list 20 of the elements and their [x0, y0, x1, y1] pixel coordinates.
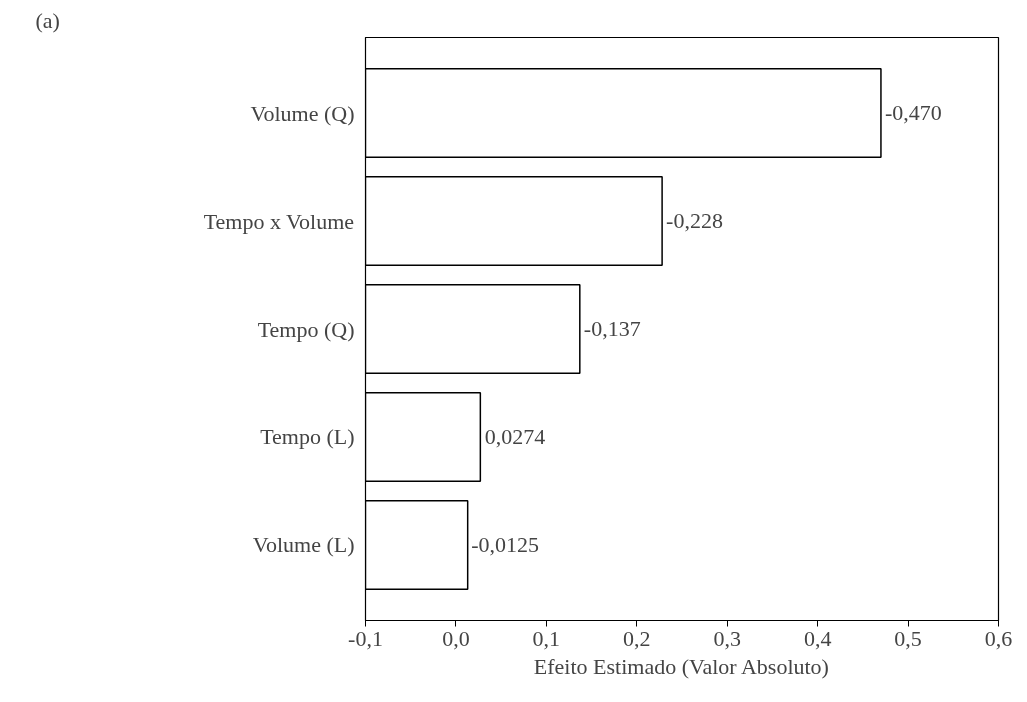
annotation: -0,137 — [583, 316, 641, 341]
y-tick-label: Tempo (Q) — [257, 316, 355, 342]
x-tick-label: -0,1 — [348, 625, 383, 651]
x-tick-label: 0,4 — [803, 625, 832, 651]
x-tick-label: 0,2 — [623, 625, 651, 651]
x-tick-label: 0,1 — [532, 625, 561, 651]
y-tick-label: Tempo (L) — [260, 424, 355, 450]
x-tick-label: 0,0 — [442, 625, 470, 651]
y-tick-label: Volume (Q) — [250, 100, 355, 126]
annotation: -0,228 — [666, 208, 723, 234]
annotation: -0,470 — [884, 100, 942, 126]
annotation: -0,0125 — [471, 531, 540, 557]
y-tick-label: Tempo x Volume — [203, 208, 355, 234]
y-tick-label: Volume (L) — [252, 532, 355, 558]
x-tick-label: 0,6 — [984, 625, 1013, 651]
x-axis-title: Efeito Estimado (Valor Absoluto) — [533, 653, 829, 679]
text: (a) — [35, 7, 60, 33]
x-tick-label: 0,5 — [894, 625, 922, 651]
annotation: 0,0274 — [484, 423, 546, 449]
x-tick-label: 0,3 — [713, 625, 741, 651]
